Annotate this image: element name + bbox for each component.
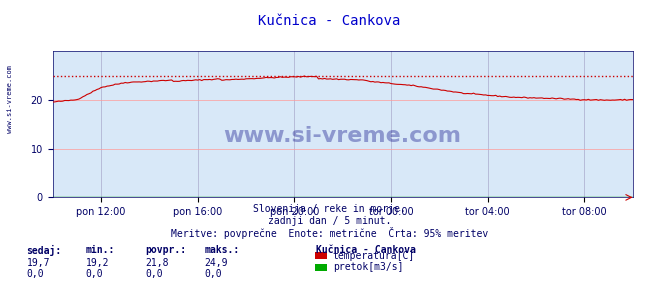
Text: 0,0: 0,0 (26, 269, 44, 279)
Text: pretok[m3/s]: pretok[m3/s] (333, 262, 403, 272)
Text: 0,0: 0,0 (204, 269, 222, 279)
Text: Meritve: povprečne  Enote: metrične  Črta: 95% meritev: Meritve: povprečne Enote: metrične Črta:… (171, 227, 488, 239)
Text: zadnji dan / 5 minut.: zadnji dan / 5 minut. (268, 216, 391, 226)
Text: maks.:: maks.: (204, 245, 239, 255)
Text: www.si-vreme.com: www.si-vreme.com (7, 65, 13, 133)
Text: sedaj:: sedaj: (26, 245, 61, 256)
Text: min.:: min.: (86, 245, 115, 255)
Text: temperatura[C]: temperatura[C] (333, 251, 415, 261)
Text: 0,0: 0,0 (145, 269, 163, 279)
Text: Kučnica - Cankova: Kučnica - Cankova (316, 245, 416, 255)
Text: Kučnica - Cankova: Kučnica - Cankova (258, 14, 401, 28)
Text: povpr.:: povpr.: (145, 245, 186, 255)
Text: 19,2: 19,2 (86, 258, 109, 268)
Text: 24,9: 24,9 (204, 258, 228, 268)
Text: 0,0: 0,0 (86, 269, 103, 279)
Text: 21,8: 21,8 (145, 258, 169, 268)
Text: www.si-vreme.com: www.si-vreme.com (223, 126, 462, 146)
Text: Slovenija / reke in morje.: Slovenija / reke in morje. (253, 204, 406, 214)
Text: 19,7: 19,7 (26, 258, 50, 268)
